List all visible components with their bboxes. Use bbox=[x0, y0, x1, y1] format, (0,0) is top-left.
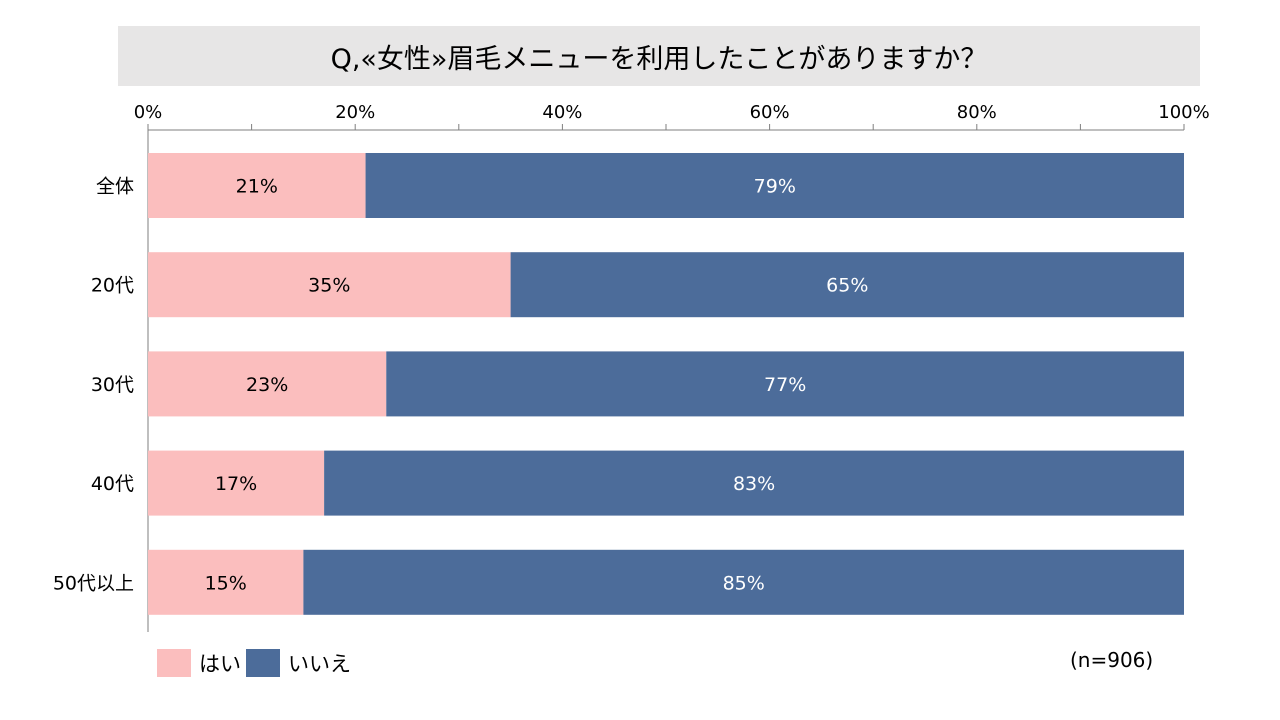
legend-swatch-no bbox=[246, 649, 280, 677]
x-tick-label: 100% bbox=[1158, 102, 1209, 123]
bar-no bbox=[324, 450, 1184, 516]
legend-item-no: いいえ bbox=[246, 648, 351, 678]
legend-label-no: いいえ bbox=[288, 652, 351, 676]
data-label-no: 85% bbox=[723, 572, 765, 594]
data-label-no: 65% bbox=[826, 275, 868, 297]
bar-yes bbox=[148, 351, 387, 417]
x-tick-label: 0% bbox=[134, 102, 163, 123]
x-tick-label: 80% bbox=[957, 102, 997, 123]
legend-label-yes: はい bbox=[199, 652, 241, 676]
data-label-yes: 21% bbox=[236, 176, 278, 198]
category-label: 全体 bbox=[96, 176, 134, 198]
chart-title: Q,«女性»眉毛メニューを利用したことがありますか？ bbox=[330, 43, 988, 75]
x-tick-label: 20% bbox=[335, 102, 375, 123]
data-label-yes: 17% bbox=[215, 473, 257, 495]
data-label-yes: 35% bbox=[308, 275, 350, 297]
bar-no bbox=[303, 549, 1184, 615]
legend-swatch-yes bbox=[157, 649, 191, 677]
chart-title-box: Q,«女性»眉毛メニューを利用したことがありますか？ bbox=[118, 26, 1200, 86]
category-label: 50代以上 bbox=[53, 572, 134, 594]
data-label-yes: 15% bbox=[205, 572, 247, 594]
bar-yes bbox=[148, 153, 366, 218]
bar-no bbox=[365, 153, 1184, 218]
bar-yes bbox=[148, 549, 304, 615]
category-label: 30代 bbox=[91, 374, 134, 396]
data-label-yes: 23% bbox=[246, 374, 288, 396]
legend-item-yes: はい bbox=[157, 648, 241, 678]
bar-no bbox=[386, 351, 1184, 417]
x-tick-label: 60% bbox=[750, 102, 790, 123]
data-label-no: 79% bbox=[754, 176, 796, 198]
sample-size-note: (n=906) bbox=[1070, 648, 1154, 672]
data-label-no: 77% bbox=[764, 374, 806, 396]
data-label-no: 83% bbox=[733, 473, 775, 495]
bar-no bbox=[510, 252, 1185, 318]
bar-yes bbox=[148, 450, 325, 516]
category-label: 40代 bbox=[91, 473, 134, 495]
bar-yes bbox=[148, 252, 511, 318]
category-label: 20代 bbox=[91, 275, 134, 297]
x-tick-label: 40% bbox=[542, 102, 582, 123]
